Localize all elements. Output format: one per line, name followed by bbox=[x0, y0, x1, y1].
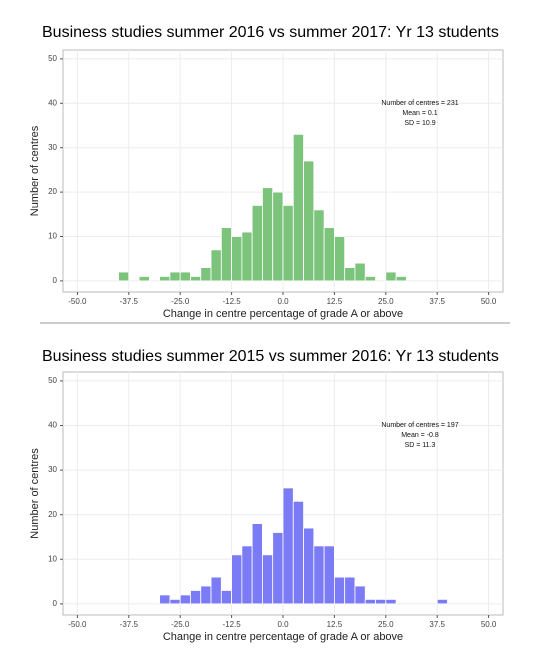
bar bbox=[231, 236, 243, 282]
y-tick-label: 10 bbox=[48, 554, 57, 563]
bar bbox=[262, 187, 274, 282]
y-tick-label: 50 bbox=[48, 376, 57, 385]
bar bbox=[272, 532, 284, 605]
bar bbox=[272, 191, 284, 282]
x-tick-label: 25.0 bbox=[378, 297, 394, 306]
x-tick-label: 0.0 bbox=[277, 620, 289, 629]
bar bbox=[200, 267, 212, 282]
x-tick-label: -37.5 bbox=[120, 297, 139, 306]
bar bbox=[231, 554, 243, 605]
bar bbox=[169, 271, 181, 282]
x-tick-label: -25.0 bbox=[171, 620, 190, 629]
annotation: SD = 11.3 bbox=[405, 442, 436, 449]
bar bbox=[241, 545, 253, 605]
x-tick-label: 12.5 bbox=[327, 620, 343, 629]
x-tick-label: -50.0 bbox=[68, 297, 87, 306]
bar bbox=[385, 598, 397, 605]
x-tick-label: -25.0 bbox=[171, 297, 190, 306]
bar bbox=[220, 590, 232, 605]
y-axis-label: Number of centres bbox=[29, 448, 41, 539]
bar bbox=[179, 594, 191, 605]
y-tick-label: 0 bbox=[53, 599, 58, 608]
y-tick-label: 30 bbox=[48, 143, 57, 152]
x-axis-label: Change in centre percentage of grade A o… bbox=[163, 631, 403, 643]
chart-title: Business studies summer 2015 vs summer 2… bbox=[42, 348, 499, 365]
x-tick-label: -37.5 bbox=[120, 620, 139, 629]
bar bbox=[436, 598, 448, 605]
y-tick-label: 20 bbox=[48, 187, 57, 196]
bar bbox=[138, 276, 150, 282]
x-tick-label: 50.0 bbox=[481, 297, 497, 306]
chart-title: Business studies summer 2016 vs summer 2… bbox=[42, 24, 499, 41]
x-axis-label: Change in centre percentage of grade A o… bbox=[163, 308, 403, 320]
x-tick-label: 37.5 bbox=[429, 620, 445, 629]
bar bbox=[364, 598, 376, 605]
bar bbox=[251, 205, 263, 282]
y-tick-label: 10 bbox=[48, 232, 57, 241]
x-tick-label: -12.5 bbox=[222, 620, 241, 629]
bar bbox=[179, 271, 191, 282]
bar bbox=[282, 487, 294, 605]
y-tick-label: 20 bbox=[48, 510, 57, 519]
x-tick-label: 37.5 bbox=[429, 297, 445, 306]
bar bbox=[282, 205, 294, 282]
bar bbox=[323, 545, 335, 605]
bar bbox=[344, 267, 356, 282]
annotation: Mean = 0.1 bbox=[402, 110, 437, 117]
bar bbox=[159, 276, 171, 282]
x-tick-label: -12.5 bbox=[222, 297, 241, 306]
bar bbox=[375, 598, 387, 605]
annotation: SD = 10.9 bbox=[404, 120, 435, 127]
bar bbox=[292, 133, 304, 282]
bar bbox=[334, 576, 346, 605]
bar bbox=[364, 276, 376, 282]
bar bbox=[313, 209, 325, 282]
bar bbox=[190, 276, 202, 282]
bar bbox=[159, 594, 171, 605]
y-tick-label: 50 bbox=[48, 54, 57, 63]
bar bbox=[323, 227, 335, 282]
bar bbox=[241, 231, 253, 282]
bar bbox=[210, 249, 222, 282]
annotation: Mean = -0.8 bbox=[401, 432, 439, 439]
bar bbox=[262, 554, 274, 605]
bar bbox=[313, 545, 325, 605]
y-tick-label: 0 bbox=[53, 276, 58, 285]
bar bbox=[344, 576, 356, 605]
bar bbox=[210, 576, 222, 605]
bar bbox=[200, 585, 212, 605]
annotation: Number of centres = 231 bbox=[381, 100, 458, 107]
y-tick-label: 40 bbox=[48, 98, 57, 107]
x-tick-label: 0.0 bbox=[277, 297, 289, 306]
y-axis-label: Number of centres bbox=[29, 125, 41, 216]
bar bbox=[292, 500, 304, 605]
bar bbox=[303, 527, 315, 605]
x-tick-label: -50.0 bbox=[68, 620, 87, 629]
bar bbox=[118, 271, 130, 282]
bar bbox=[251, 523, 263, 605]
y-tick-label: 40 bbox=[48, 421, 57, 430]
bar bbox=[385, 271, 397, 282]
bar bbox=[169, 598, 181, 605]
bar bbox=[190, 590, 202, 605]
annotation: Number of centres = 197 bbox=[381, 422, 458, 429]
bar bbox=[220, 227, 232, 282]
y-tick-label: 30 bbox=[48, 465, 57, 474]
x-tick-label: 50.0 bbox=[481, 620, 497, 629]
bar bbox=[334, 236, 346, 282]
bar bbox=[354, 585, 366, 605]
bar bbox=[395, 276, 407, 282]
x-tick-label: 12.5 bbox=[327, 297, 343, 306]
bar bbox=[303, 160, 315, 282]
bar bbox=[354, 262, 366, 282]
x-tick-label: 25.0 bbox=[378, 620, 394, 629]
